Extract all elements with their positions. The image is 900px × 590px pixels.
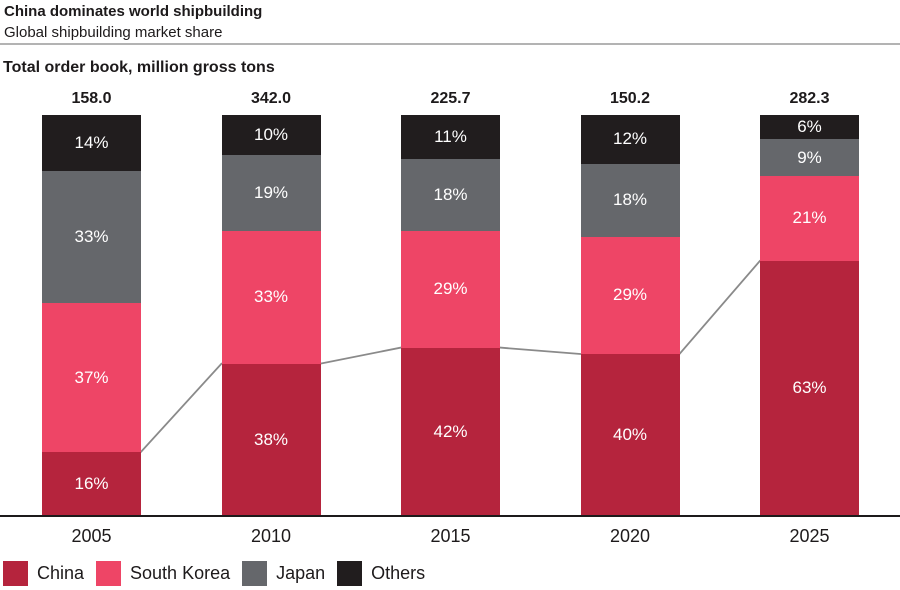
x-axis-label-2020: 2020 [609,526,651,546]
bar-segment-china-2005: 16% [42,451,141,516]
x-axis-label-2025: 2025 [789,526,830,546]
x-axis-label-2005: 2005 [71,526,112,546]
legend-item-japan: Japan [242,561,325,586]
segment-value-label: 19% [253,183,289,203]
bar-segment-china-2010: 38% [221,363,321,516]
legend-label-japan: Japan [276,563,326,583]
x-axis-label-2010: 2010 [250,526,292,546]
segment-value-label: 63% [792,378,827,398]
segment-value-label: 29% [612,285,648,305]
segment-value-label: 21% [792,208,827,228]
segment-value-label: 38% [253,429,289,449]
segment-value-label: 6% [797,117,822,137]
segment-value-label: 10% [253,125,289,145]
segment-value-label: 33% [253,287,289,307]
bar-segment-others-2020: 12% [580,115,680,164]
bar-segment-japan-2020: 18% [580,163,680,237]
bar-segment-japan-2005: 33% [42,171,141,304]
segment-value-label: 11% [434,127,467,147]
segment-value-label: 18% [612,190,648,210]
total-label-2015: 225.7 [430,90,471,107]
legend-item-south-korea: South Korea [96,561,230,586]
legend-item-china: China [3,561,84,586]
bar-segment-japan-2010: 19% [221,155,321,232]
chart-subtitle: Global shipbuilding market share [4,24,223,41]
bar-segment-south-korea-2020: 29% [580,236,680,354]
legend-swatch-others [337,561,363,586]
legend-label-china: China [37,563,85,583]
bar-segment-china-2015: 42% [401,347,500,516]
bar-segment-others-2015: 11% [401,115,500,160]
bar-segment-others-2010: 10% [221,115,321,156]
chart-title: China dominates world shipbuilding [4,3,263,20]
legend-label-south-korea: South Korea [130,563,231,583]
segment-value-label: 37% [74,367,109,387]
segment-value-label: 40% [612,424,648,444]
segment-value-label: 18% [433,185,468,205]
chart-legend: China South Korea Japan Others [3,561,437,586]
total-label-2005: 158.0 [71,90,112,107]
bar-segment-others-2005: 14% [42,115,141,172]
total-label-2020: 150.2 [609,90,651,107]
segment-value-label: 14% [74,133,109,153]
bar-segment-south-korea-2010: 33% [221,231,321,364]
bar-segment-china-2025: 63% [760,260,859,516]
x-axis-line [0,515,900,518]
legend-swatch-china [3,561,28,586]
total-label-2010: 342.0 [250,90,292,107]
legend-item-others: Others [337,561,425,586]
segment-value-label: 12% [612,129,648,149]
bar-segment-japan-2025: 9% [760,139,859,176]
bar-segment-japan-2015: 18% [401,159,500,232]
segment-value-label: 33% [74,227,109,247]
segment-value-label: 42% [433,421,468,441]
header-divider [0,43,900,45]
bar-segment-others-2025: 6% [760,115,859,140]
segment-value-label: 16% [74,473,109,493]
legend-label-others: Others [371,563,426,583]
unit-label: Total order book, million gross tons [3,59,275,76]
legend-swatch-japan [242,561,268,586]
x-axis-label-2015: 2015 [430,526,471,546]
bar-segment-china-2020: 40% [580,353,680,516]
bar-segment-south-korea-2015: 29% [401,231,500,348]
bar-segment-south-korea-2005: 37% [42,303,141,452]
bar-segment-south-korea-2025: 21% [760,175,859,261]
segment-value-label: 29% [433,279,468,299]
total-label-2025: 282.3 [789,90,830,107]
segment-value-label: 9% [797,147,822,167]
legend-swatch-south-korea [96,561,122,586]
